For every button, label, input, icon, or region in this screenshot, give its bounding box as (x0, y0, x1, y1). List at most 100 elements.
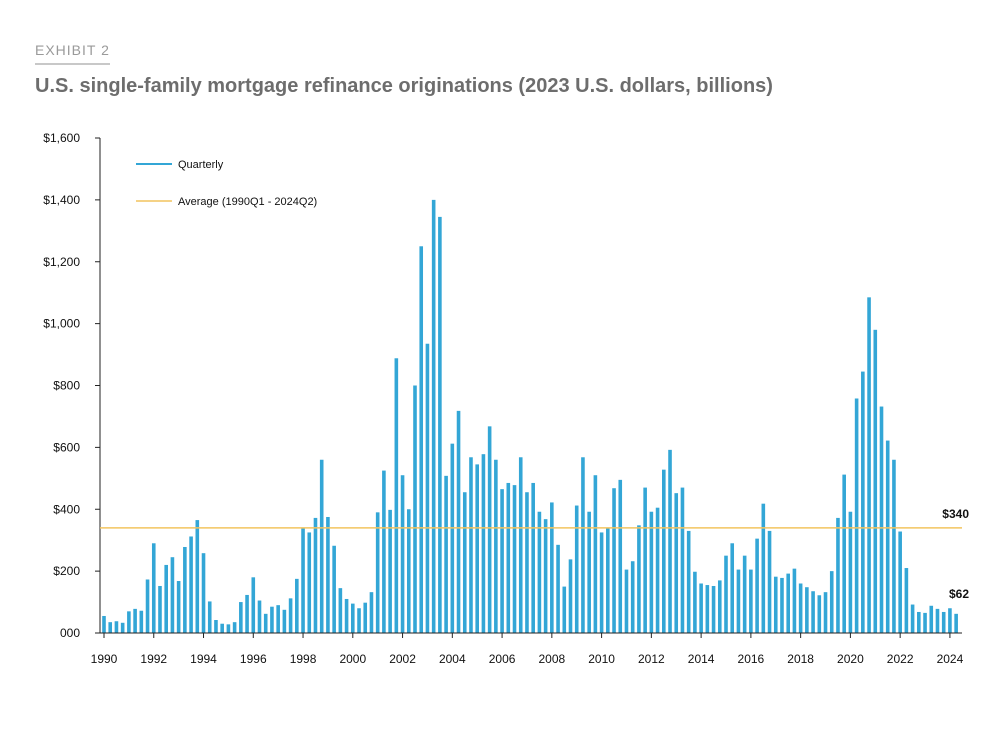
bar (643, 487, 647, 633)
y-axis: 000 $200 $400 $600 $800 $1,000 $1,200 $1,400 $1,… (43, 131, 101, 640)
bar (326, 516, 330, 633)
bar (954, 613, 958, 633)
bar (674, 493, 679, 633)
bar (898, 531, 902, 633)
bar (176, 581, 181, 633)
bar (780, 577, 784, 633)
bar (637, 525, 641, 633)
bar (357, 608, 361, 633)
bar (543, 519, 548, 633)
bar (668, 449, 672, 633)
chart-title: U.S. single-family mortgage refinance or… (35, 75, 773, 97)
legend-quarterly-label: Quarterly (178, 159, 224, 171)
bar (593, 475, 598, 633)
bar (114, 621, 119, 633)
bar (276, 605, 280, 633)
bar (655, 507, 660, 633)
bar (879, 406, 884, 633)
bar (363, 602, 368, 633)
bar (214, 620, 218, 633)
bar (288, 598, 293, 633)
bar (382, 470, 386, 633)
bar (481, 454, 486, 633)
bar (120, 622, 125, 633)
bar (127, 611, 131, 633)
bar (842, 474, 846, 633)
y-tick-label: $800 (53, 379, 80, 393)
bar (730, 543, 735, 633)
bar (425, 343, 430, 633)
bar (612, 488, 616, 633)
bar (133, 608, 137, 633)
bar (475, 464, 479, 633)
bar (494, 459, 498, 633)
quarterly-bars (102, 199, 958, 634)
x-tick-label: 2024 (937, 652, 964, 666)
bar (568, 559, 573, 633)
bar (270, 606, 274, 633)
bar (606, 527, 610, 633)
bar (313, 517, 318, 633)
bar (375, 512, 380, 633)
bar (462, 492, 467, 633)
bar (618, 479, 623, 633)
bar (444, 475, 448, 633)
bar (456, 410, 461, 633)
x-tick-label: 2020 (837, 652, 864, 666)
bar (892, 459, 896, 633)
x-tick-label: 2014 (688, 652, 715, 666)
bar (662, 469, 666, 633)
bar (338, 588, 343, 633)
bar (394, 358, 399, 633)
bar (102, 615, 106, 633)
bar (599, 532, 604, 633)
bar (550, 502, 554, 633)
bar (817, 595, 822, 633)
bar (711, 585, 716, 633)
bar (438, 216, 442, 633)
y-tick-label: $1,200 (43, 255, 80, 269)
bar (923, 612, 927, 633)
bar (220, 623, 224, 633)
bar (823, 592, 828, 633)
bar (512, 485, 517, 633)
x-tick-label: 2002 (389, 652, 416, 666)
bar (693, 571, 697, 633)
bar (854, 398, 859, 633)
bar (506, 482, 511, 633)
bar (761, 503, 766, 633)
y-tick-label: $1,600 (43, 131, 80, 145)
bar (344, 598, 349, 633)
bar (183, 546, 187, 633)
bar (263, 613, 268, 633)
legend-average-label: Average (1990Q1 - 2024Q2) (178, 196, 317, 208)
x-tick-label: 1998 (290, 652, 317, 666)
bar (929, 605, 934, 633)
bar (170, 557, 175, 633)
bar (500, 489, 504, 633)
y-tick-label: $1,400 (43, 193, 80, 207)
bar (848, 511, 853, 633)
y-tick-label: $1,000 (43, 317, 80, 331)
bar (158, 585, 162, 633)
x-axis: 1990 1992 1994 1996 1998 2000 2002 2004 2006 2008… (91, 632, 964, 666)
bar (201, 553, 206, 633)
bar (773, 576, 778, 633)
average-value-label: $340 (942, 507, 969, 521)
bar (749, 569, 753, 633)
bar (537, 511, 542, 633)
bar (207, 601, 212, 633)
bar (531, 482, 535, 633)
bar (686, 530, 691, 633)
bar (630, 561, 635, 633)
x-tick-label: 2000 (339, 652, 366, 666)
bar (413, 385, 417, 633)
x-tick-label: 2004 (439, 652, 466, 666)
bar (798, 583, 803, 633)
x-tick-label: 2006 (489, 652, 516, 666)
bar (450, 443, 455, 633)
bar (910, 604, 915, 633)
bar (232, 622, 237, 633)
bar (885, 440, 890, 633)
